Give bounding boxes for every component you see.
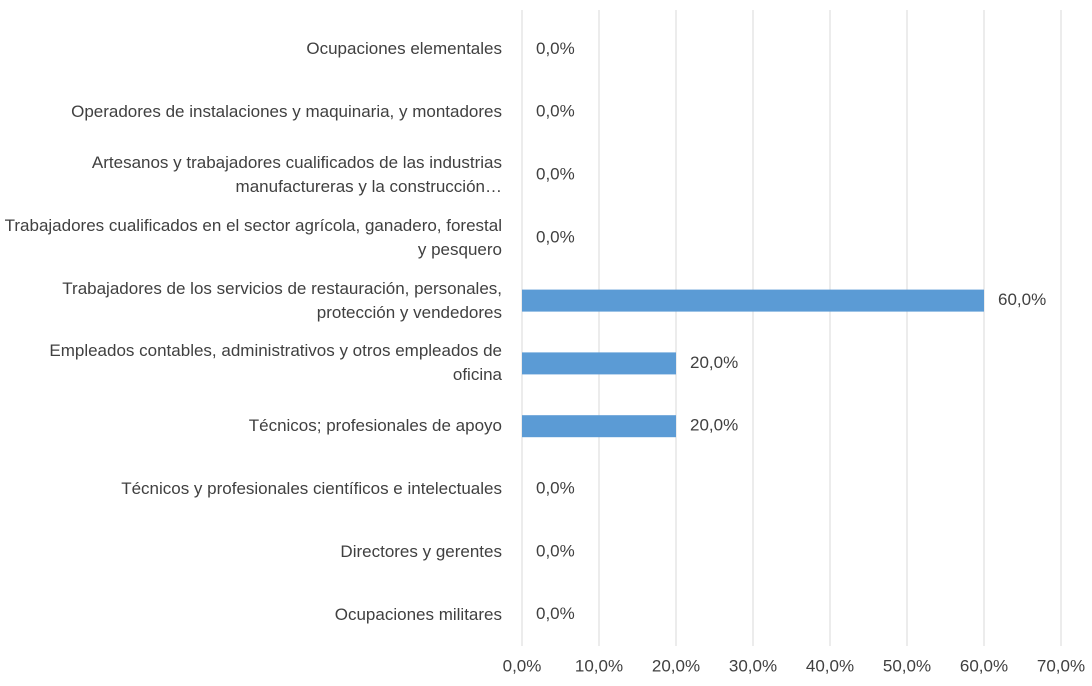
data-label: 20,0% (690, 416, 738, 435)
x-tick-label: 70,0% (1037, 656, 1085, 675)
x-tick-label: 0,0% (503, 656, 542, 675)
x-tick-label: 40,0% (806, 656, 854, 675)
bar (522, 415, 676, 438)
data-label: 0,0% (536, 39, 575, 58)
data-label: 0,0% (536, 478, 575, 497)
y-tick-label: Técnicos y profesionales científicos e i… (121, 479, 502, 498)
y-tick-label: Ocupaciones militares (334, 604, 502, 624)
y-tick-label: Trabajadores cualificados en el sector a… (4, 215, 502, 259)
data-label: 0,0% (536, 102, 575, 121)
x-tick-label: 30,0% (729, 656, 777, 675)
y-tick-label: Empleados contables, administrativos y o… (49, 341, 502, 385)
data-label: 0,0% (536, 164, 575, 183)
x-tick-label: 50,0% (883, 656, 931, 675)
data-label: 0,0% (536, 227, 575, 246)
bar (522, 289, 984, 312)
data-label: 0,0% (536, 541, 575, 560)
y-tick-label: Trabajadores de los servicios de restaur… (62, 278, 502, 322)
data-label: 20,0% (690, 353, 738, 372)
y-tick-label: Ocupaciones elementales (306, 39, 502, 59)
data-label: 0,0% (536, 604, 575, 623)
y-tick-label: Artesanos y trabajadores cualificados de… (91, 153, 502, 196)
x-tick-label: 20,0% (652, 656, 700, 675)
x-tick-label: 10,0% (575, 656, 623, 675)
data-label: 60,0% (998, 290, 1046, 309)
y-tick-label: Directores y gerentes (340, 541, 502, 561)
bar (522, 352, 676, 375)
y-tick-label: Técnicos; profesionales de apoyo (248, 416, 502, 436)
x-tick-label: 60,0% (960, 656, 1008, 675)
y-tick-label: Operadores de instalaciones y maquinaria… (71, 102, 502, 122)
